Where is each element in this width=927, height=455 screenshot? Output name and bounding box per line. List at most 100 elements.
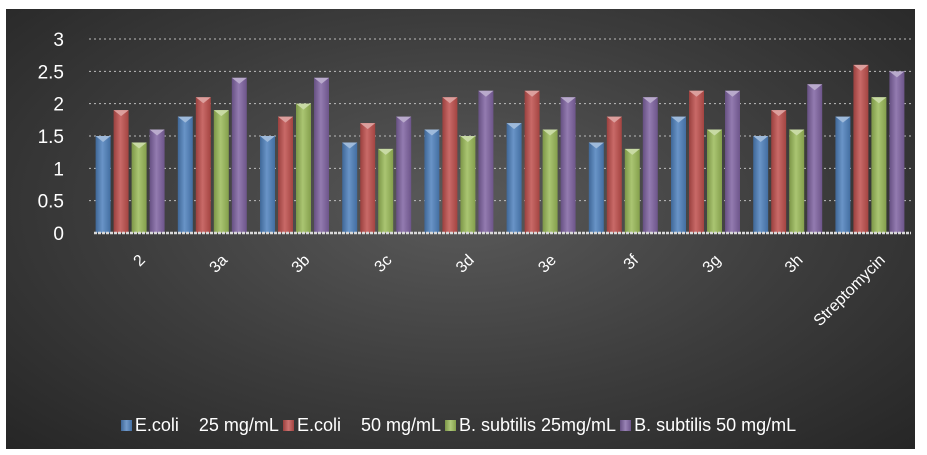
bar	[789, 129, 805, 233]
legend-item: E.coli 50 mg/mL	[282, 414, 441, 436]
bar-cap	[807, 84, 823, 91]
bar-cap	[260, 136, 275, 142]
bar	[460, 136, 476, 233]
bar	[588, 142, 604, 233]
bar	[853, 64, 869, 233]
bar	[177, 116, 193, 233]
bar	[213, 110, 229, 233]
legend-item: B. subtilis 50 mg/mL	[620, 415, 796, 436]
bar-cap	[671, 116, 686, 123]
y-tick-label: 2	[53, 95, 64, 116]
chart-area: 0 0.5 1 1.5 2 2.5 3 2 3a 3b 3c 3d 3e 3f 3g 3h Streptomy…	[6, 9, 915, 449]
bar	[342, 142, 358, 233]
bar	[771, 110, 787, 233]
bar-cap	[378, 148, 394, 155]
bar	[506, 123, 522, 233]
bar	[314, 77, 329, 233]
bar	[231, 77, 247, 233]
x-tick-label: 3d	[453, 252, 478, 277]
bar-cap	[278, 116, 293, 123]
x-tick-label: 3a	[207, 252, 232, 277]
bar	[378, 148, 394, 233]
bar-cap	[871, 97, 887, 104]
y-tick-label: 2.5	[38, 62, 64, 83]
legend-label: E.coli 25 mg/mL	[134, 414, 279, 435]
bar	[296, 103, 311, 234]
bar-cap	[113, 110, 129, 117]
bar	[753, 136, 769, 233]
bar-cap	[396, 116, 412, 123]
bar	[95, 136, 111, 233]
legend-item: B. subtilis 25mg/mL	[445, 415, 616, 436]
bar	[606, 116, 622, 233]
bar-cap	[131, 142, 147, 149]
x-tick-label: 3b	[289, 252, 314, 277]
x-tick-label: 3g	[700, 252, 725, 277]
bar	[442, 97, 458, 233]
x-tick-label: 3c	[372, 252, 396, 276]
bar	[560, 97, 576, 233]
bar	[871, 97, 887, 233]
bar-cap	[835, 116, 851, 123]
bar-cap	[442, 97, 458, 104]
bar-cap	[853, 64, 869, 71]
bar	[524, 90, 540, 233]
y-tick-label: 3	[53, 30, 64, 51]
bar	[689, 90, 704, 233]
bars	[95, 64, 905, 234]
legend-swatch	[282, 419, 294, 431]
bar	[396, 116, 412, 233]
bar-cap	[360, 123, 376, 130]
bar	[642, 97, 658, 233]
bar-cap	[542, 129, 558, 136]
bar	[725, 90, 740, 233]
legend: E.coli 25 mg/mL E.coli 50 mg/mL B. subtili…	[6, 410, 915, 440]
bar-cap	[478, 90, 494, 97]
bar	[424, 129, 440, 233]
bar-cap	[460, 136, 476, 142]
bar-cap	[725, 90, 740, 97]
bar-cap	[424, 129, 440, 136]
bar	[671, 116, 686, 233]
legend-label: B. subtilis 50 mg/mL	[634, 414, 797, 435]
bar	[835, 116, 851, 233]
y-tick-label: 1.5	[38, 127, 64, 148]
x-axis-ticks: 2 3a 3b 3c 3d 3e 3f 3g 3h Streptomycin	[131, 251, 889, 329]
bar-cap	[149, 129, 165, 136]
bar	[131, 142, 147, 233]
bar-chart: 0 0.5 1 1.5 2 2.5 3 2 3a 3b 3c 3d 3e 3f 3g 3h Streptomy…	[38, 30, 911, 330]
bar-cap	[889, 71, 905, 78]
bar	[195, 97, 211, 233]
bar-cap	[771, 110, 787, 117]
y-tick-label: 1	[53, 159, 64, 180]
bar-cap	[624, 148, 640, 155]
legend-swatch	[620, 419, 632, 431]
bar	[260, 136, 275, 233]
bar	[807, 84, 823, 234]
legend-label: B. subtilis 25mg/mL	[459, 414, 617, 435]
bar-cap	[195, 97, 211, 104]
bar-cap	[753, 136, 769, 142]
gridlines	[89, 38, 911, 202]
bar	[149, 129, 165, 233]
legend-swatch	[445, 419, 456, 431]
bar	[542, 129, 558, 233]
bar-cap	[642, 97, 658, 104]
bar-cap	[588, 142, 604, 149]
bar-cap	[314, 77, 329, 84]
bar-cap	[524, 90, 540, 97]
bar-cap	[231, 77, 247, 84]
bar-cap	[506, 123, 522, 130]
bar	[889, 71, 905, 233]
x-tick-label: 3f	[621, 251, 643, 273]
bar-cap	[606, 116, 622, 123]
y-tick-label: 0	[53, 224, 64, 245]
y-axis-ticks: 0 0.5 1 1.5 2 2.5 3	[38, 30, 64, 245]
x-tick-label: 3h	[782, 252, 807, 277]
y-tick-label: 0.5	[38, 192, 64, 213]
bar-cap	[689, 90, 704, 97]
legend-label: E.coli 50 mg/mL	[296, 414, 441, 435]
bar-cap	[95, 136, 111, 142]
bar	[360, 123, 376, 233]
bar-cap	[707, 129, 722, 136]
